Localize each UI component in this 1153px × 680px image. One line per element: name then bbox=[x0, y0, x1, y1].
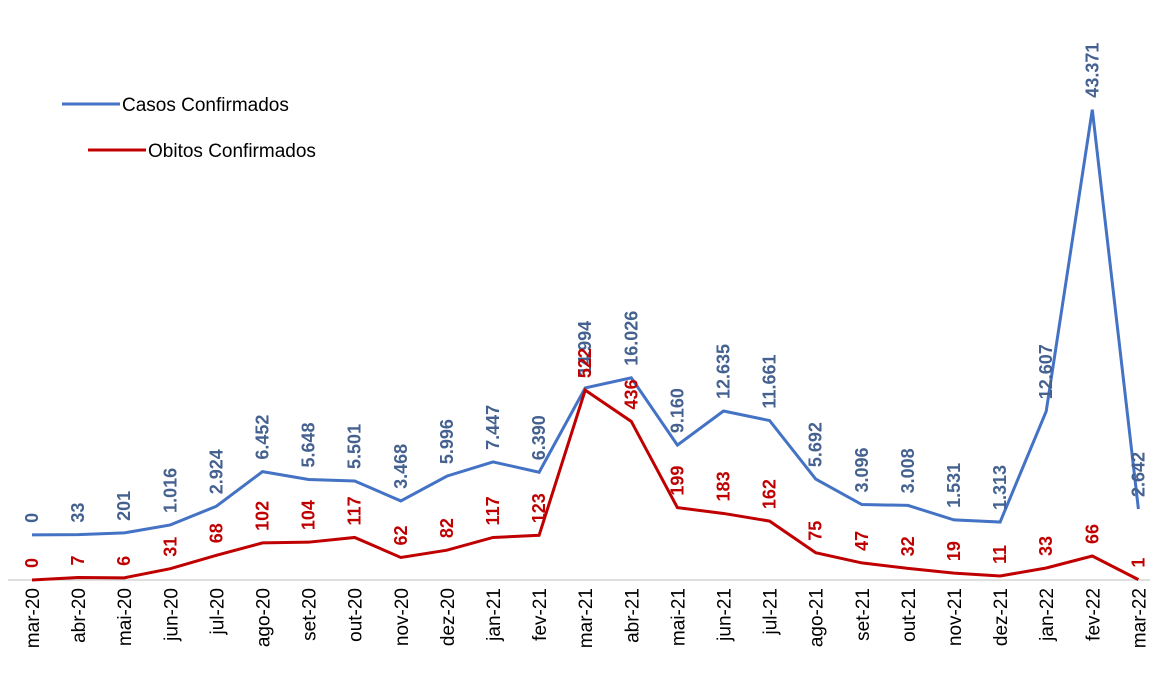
data-label: 6 bbox=[114, 556, 134, 566]
data-label: 62 bbox=[391, 525, 411, 545]
data-label: 12.607 bbox=[1036, 344, 1056, 399]
x-tick-label: abr-20 bbox=[69, 588, 90, 643]
data-label: 1.531 bbox=[944, 463, 964, 508]
x-tick-label: jun-21 bbox=[715, 588, 736, 642]
x-tick-label: abr-21 bbox=[622, 588, 643, 643]
x-tick-label: ago-21 bbox=[807, 588, 828, 647]
data-label: 16.026 bbox=[621, 311, 641, 366]
x-tick-label: out-21 bbox=[899, 588, 920, 642]
data-label: 104 bbox=[299, 500, 319, 530]
x-tick-label: set-20 bbox=[300, 588, 321, 641]
x-tick-label: fev-21 bbox=[530, 588, 551, 641]
data-label: 9.160 bbox=[667, 388, 687, 433]
x-tick-label: set-21 bbox=[853, 588, 874, 641]
x-tick-label: jan-21 bbox=[484, 588, 505, 642]
x-tick-label: dez-20 bbox=[438, 588, 459, 646]
data-label: 75 bbox=[806, 521, 826, 541]
data-label: 1.016 bbox=[160, 468, 180, 513]
data-label: 123 bbox=[529, 493, 549, 523]
legend-label: Obitos Confirmados bbox=[148, 141, 316, 162]
data-label: 6.390 bbox=[529, 415, 549, 460]
data-label: 0 bbox=[22, 558, 42, 568]
data-label: 1.313 bbox=[990, 465, 1010, 510]
series-line bbox=[31, 387, 1140, 582]
data-label: 66 bbox=[1082, 524, 1102, 544]
data-label: 12.635 bbox=[714, 344, 734, 399]
data-label: 199 bbox=[667, 466, 687, 496]
data-label: 31 bbox=[160, 537, 180, 557]
data-label: 5.648 bbox=[299, 422, 319, 467]
x-tick-label: nov-20 bbox=[392, 588, 413, 646]
data-label: 162 bbox=[760, 479, 780, 509]
data-label: 2.924 bbox=[206, 449, 226, 494]
data-label: 0 bbox=[22, 513, 42, 523]
x-tick-label: fev-22 bbox=[1083, 588, 1104, 641]
data-label: 82 bbox=[437, 518, 457, 538]
x-tick-label: jul-20 bbox=[207, 588, 228, 635]
data-label: 47 bbox=[852, 531, 872, 551]
x-tick-label: jun-20 bbox=[161, 588, 182, 642]
data-label: 68 bbox=[206, 523, 226, 543]
data-label: 436 bbox=[621, 379, 641, 409]
data-label: 117 bbox=[345, 496, 365, 525]
data-label: 1 bbox=[1128, 558, 1148, 568]
data-label: 3.468 bbox=[391, 444, 411, 489]
x-tick-label: mai-20 bbox=[115, 588, 136, 646]
series-line bbox=[31, 109, 1140, 537]
data-label: 11 bbox=[990, 545, 1010, 564]
data-label: 2.642 bbox=[1128, 452, 1148, 497]
x-tick-label: mai-21 bbox=[668, 588, 689, 646]
x-tick-label: mar-20 bbox=[23, 588, 44, 648]
data-label: 6.452 bbox=[253, 415, 273, 460]
data-label: 7 bbox=[68, 555, 88, 565]
x-tick-label: out-20 bbox=[346, 588, 367, 642]
data-label: 43.371 bbox=[1082, 43, 1102, 98]
data-label: 7.447 bbox=[483, 405, 503, 450]
x-tick-label: nov-21 bbox=[945, 588, 966, 646]
data-label: 5.501 bbox=[345, 424, 365, 469]
data-label: 3.096 bbox=[852, 448, 872, 493]
x-tick-label: jul-21 bbox=[761, 588, 782, 635]
data-label: 11.661 bbox=[760, 355, 780, 409]
data-label: 201 bbox=[114, 491, 134, 521]
x-tick-label: mar-21 bbox=[576, 588, 597, 648]
data-label: 32 bbox=[898, 536, 918, 556]
data-label: 19 bbox=[944, 541, 964, 561]
x-tick-label: ago-20 bbox=[254, 588, 275, 647]
legend-label: Casos Confirmados bbox=[122, 95, 289, 116]
data-label: 5.692 bbox=[806, 422, 826, 467]
data-label: 102 bbox=[253, 501, 273, 531]
data-label: 5.996 bbox=[437, 419, 457, 464]
x-tick-label: dez-21 bbox=[991, 588, 1012, 646]
data-label: 14.994 bbox=[575, 321, 595, 376]
x-tick-label: mar-22 bbox=[1129, 588, 1150, 648]
data-label: 117 bbox=[483, 496, 503, 525]
data-label: 33 bbox=[1036, 536, 1056, 556]
data-label: 3.008 bbox=[898, 448, 918, 493]
data-label: 183 bbox=[714, 471, 734, 501]
x-tick-label: jan-22 bbox=[1037, 588, 1058, 642]
data-label: 522 bbox=[575, 348, 595, 378]
data-label: 33 bbox=[68, 503, 88, 523]
